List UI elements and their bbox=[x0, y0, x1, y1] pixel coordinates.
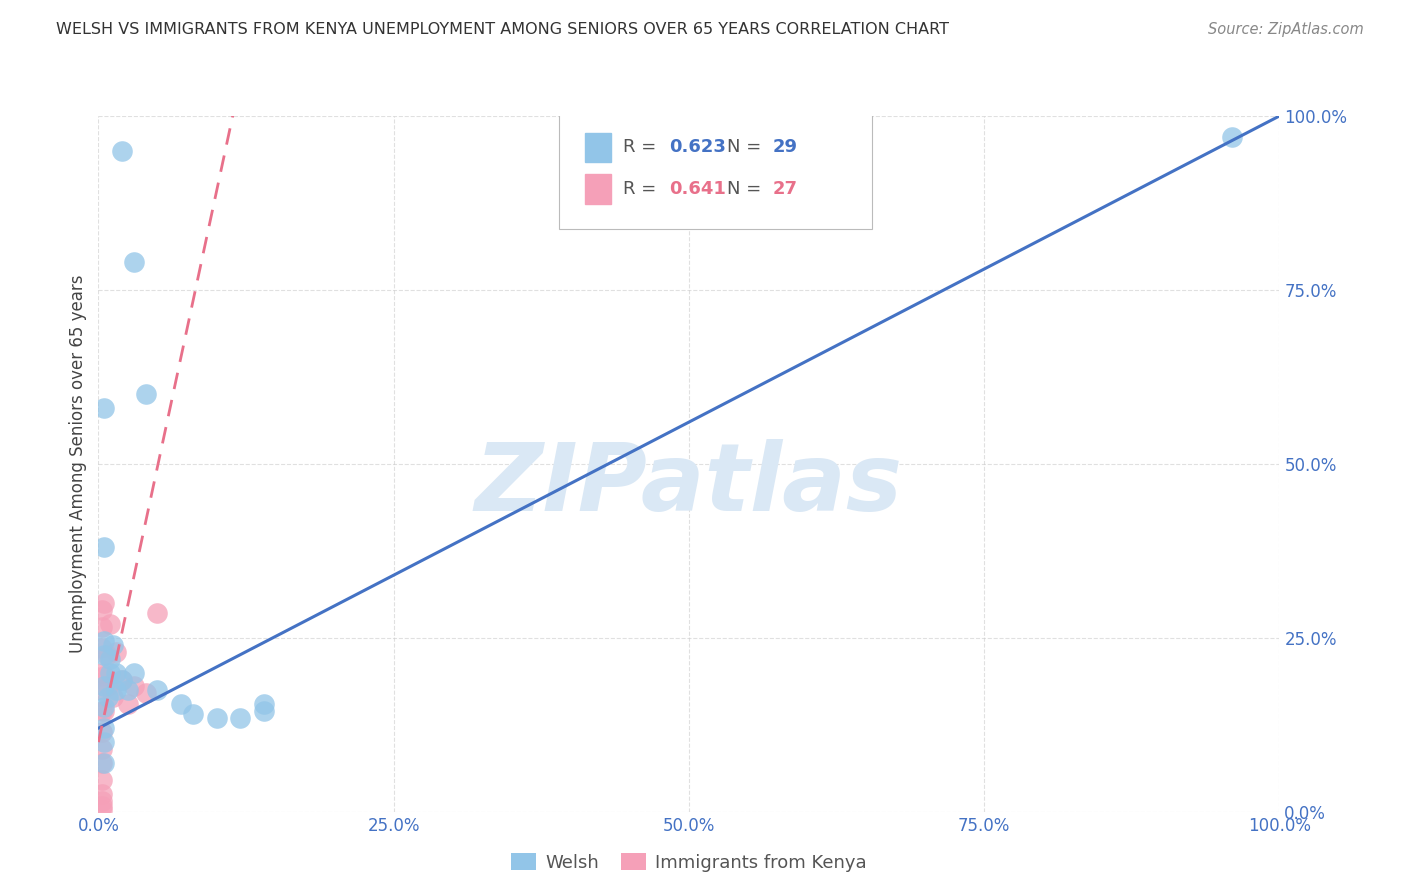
Point bbox=[93, 680, 115, 694]
Point bbox=[93, 648, 115, 662]
Point bbox=[93, 721, 115, 735]
FancyBboxPatch shape bbox=[560, 112, 872, 229]
Y-axis label: Unemployment Among Seniors over 65 years: Unemployment Among Seniors over 65 years bbox=[69, 275, 87, 653]
Point bbox=[91, 803, 114, 817]
Point bbox=[91, 788, 114, 801]
Point bbox=[105, 683, 128, 698]
Point bbox=[91, 665, 114, 680]
Point bbox=[146, 607, 169, 621]
Point bbox=[122, 255, 145, 269]
Point bbox=[91, 603, 114, 617]
Point bbox=[122, 680, 145, 694]
Point bbox=[91, 641, 114, 656]
Point bbox=[93, 596, 115, 610]
Point bbox=[91, 756, 114, 770]
Point bbox=[1220, 129, 1243, 144]
Point bbox=[205, 711, 228, 725]
Point bbox=[253, 704, 276, 718]
Bar bbox=[585, 175, 612, 203]
Point bbox=[93, 634, 115, 648]
Point bbox=[91, 742, 114, 756]
Point bbox=[253, 697, 276, 711]
Text: N =: N = bbox=[727, 138, 766, 156]
Text: ZIPatlas: ZIPatlas bbox=[475, 439, 903, 531]
Point bbox=[91, 620, 114, 634]
Point bbox=[97, 690, 120, 704]
Legend: Welsh, Immigrants from Kenya: Welsh, Immigrants from Kenya bbox=[501, 842, 877, 883]
Point bbox=[98, 665, 121, 680]
Point bbox=[111, 144, 134, 158]
Point bbox=[91, 724, 114, 739]
Point bbox=[93, 735, 115, 749]
Point bbox=[98, 616, 121, 631]
Text: Source: ZipAtlas.com: Source: ZipAtlas.com bbox=[1208, 22, 1364, 37]
Point bbox=[181, 707, 204, 722]
Point bbox=[111, 673, 134, 687]
Point bbox=[91, 704, 114, 718]
Point bbox=[91, 773, 114, 788]
Point bbox=[91, 683, 114, 698]
Point bbox=[146, 683, 169, 698]
Point bbox=[91, 799, 114, 814]
Point bbox=[93, 401, 115, 416]
Point bbox=[96, 648, 118, 662]
Point bbox=[93, 669, 115, 683]
Point bbox=[105, 665, 128, 680]
Text: 0.623: 0.623 bbox=[669, 138, 725, 156]
Point bbox=[170, 697, 193, 711]
Point bbox=[101, 690, 124, 704]
Text: R =: R = bbox=[623, 180, 662, 198]
Point bbox=[91, 794, 114, 808]
Text: N =: N = bbox=[727, 180, 766, 198]
Point bbox=[101, 638, 124, 652]
Point bbox=[135, 387, 157, 401]
Text: R =: R = bbox=[623, 138, 662, 156]
Point bbox=[93, 704, 115, 718]
Point bbox=[122, 665, 145, 680]
Point bbox=[93, 700, 115, 714]
Text: 29: 29 bbox=[773, 138, 797, 156]
Point bbox=[117, 683, 139, 698]
Point bbox=[111, 673, 134, 687]
Text: 27: 27 bbox=[773, 180, 797, 198]
Point bbox=[93, 756, 115, 770]
Bar bbox=[585, 133, 612, 161]
Point bbox=[135, 686, 157, 700]
Point bbox=[93, 541, 115, 555]
Point bbox=[105, 645, 128, 659]
Point bbox=[117, 697, 139, 711]
Point bbox=[97, 680, 120, 694]
Point bbox=[229, 711, 252, 725]
Point bbox=[98, 651, 121, 665]
Text: 0.641: 0.641 bbox=[669, 180, 725, 198]
Text: WELSH VS IMMIGRANTS FROM KENYA UNEMPLOYMENT AMONG SENIORS OVER 65 YEARS CORRELAT: WELSH VS IMMIGRANTS FROM KENYA UNEMPLOYM… bbox=[56, 22, 949, 37]
